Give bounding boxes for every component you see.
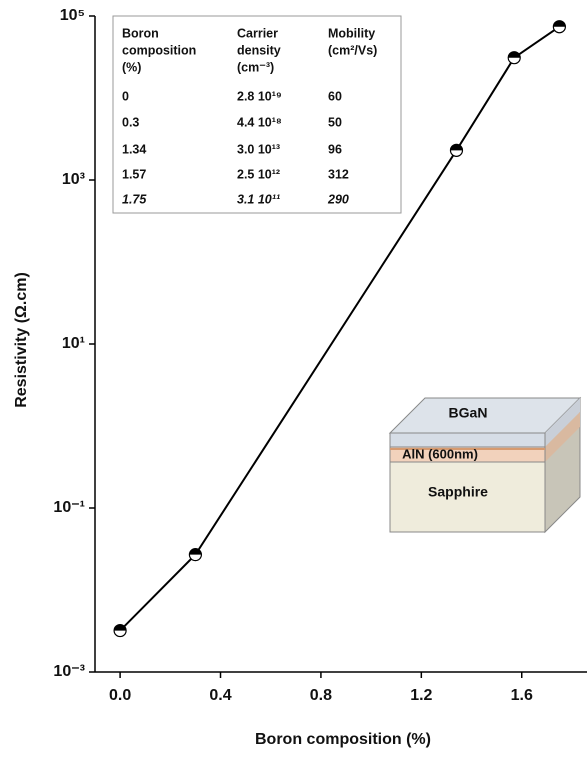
x-axis-label: Boron composition (%) xyxy=(255,731,431,748)
table-cell: 2.5 10¹² xyxy=(237,167,280,181)
data-point-half xyxy=(553,20,566,27)
table-cell: 0 xyxy=(122,89,129,103)
table-cell: 2.8 10¹⁹ xyxy=(237,89,282,103)
x-tick-label: 1.2 xyxy=(410,687,432,704)
y-tick-label: 10⁵ xyxy=(60,7,85,24)
sapphire-layer xyxy=(389,461,546,533)
table-cell: 96 xyxy=(328,142,342,156)
table-cell: 312 xyxy=(328,167,349,181)
y-tick-label: 10⁻¹ xyxy=(53,499,85,516)
side-bgan xyxy=(545,398,580,447)
table-header: (cm⁻³) xyxy=(237,60,274,74)
table-cell: 4.4 10¹⁸ xyxy=(237,115,282,129)
y-tick-label: 10¹ xyxy=(62,335,85,352)
data-point-half xyxy=(508,51,521,58)
layer-diagram: BGaN AlN (600nm) Sapphire xyxy=(388,396,582,534)
y-tick-label: 10³ xyxy=(62,171,85,188)
layer-label: AlN (600nm) xyxy=(402,446,478,461)
table-header: density xyxy=(237,43,281,57)
table-cell: 3.1 10¹¹ xyxy=(237,192,281,206)
table-cell: 1.57 xyxy=(122,167,146,181)
side-aln xyxy=(545,412,580,462)
table-cell: 1.34 xyxy=(122,142,146,156)
x-tick-label: 0.8 xyxy=(310,687,332,704)
table-box xyxy=(112,15,402,214)
data-point-half xyxy=(189,548,202,555)
y-axis-label: Resistivity (Ω.cm) xyxy=(13,272,30,408)
table-cell: 1.75 xyxy=(122,192,147,206)
table-header: composition xyxy=(122,43,196,57)
table-header: Boron xyxy=(122,26,159,40)
x-tick-label: 0.0 xyxy=(109,687,131,704)
bgan-layer xyxy=(389,432,546,448)
table-header: (cm²/Vs) xyxy=(328,43,377,57)
table-header: (%) xyxy=(122,60,141,74)
x-tick-label: 0.4 xyxy=(209,687,231,704)
table-cell: 60 xyxy=(328,89,342,103)
table-header: Carrier xyxy=(237,26,278,40)
table-cell: 0.3 xyxy=(122,115,139,129)
layer-label: Sapphire xyxy=(428,484,488,500)
x-tick-label: 1.6 xyxy=(511,687,533,704)
table-cell: 50 xyxy=(328,115,342,129)
table-header: Mobility xyxy=(328,26,375,40)
table-cell: 290 xyxy=(327,192,349,206)
data-point-half xyxy=(450,144,463,151)
table-cell: 3.0 10¹³ xyxy=(237,142,280,156)
y-tick-label: 10⁻³ xyxy=(53,663,85,680)
data-point-half xyxy=(114,624,127,631)
layer-label: BGaN xyxy=(449,405,488,421)
